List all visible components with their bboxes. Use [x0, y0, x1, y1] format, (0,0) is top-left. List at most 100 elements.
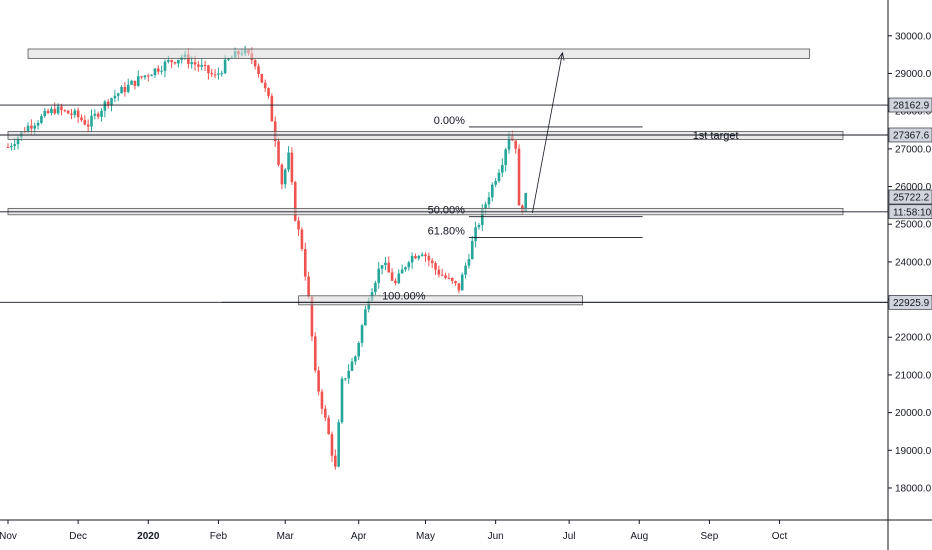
candle-body: [497, 172, 501, 182]
x-tick-label: Aug: [630, 531, 648, 542]
candle-body: [457, 283, 461, 291]
candle-body: [163, 61, 167, 71]
price-badge-bg: [888, 97, 932, 113]
candle-body: [50, 108, 53, 114]
candle-body: [126, 84, 130, 92]
candle-body: [200, 65, 204, 67]
x-tick-label: Dec: [69, 531, 87, 542]
candle-body: [437, 269, 441, 275]
candle-body: [207, 65, 210, 74]
candle-body: [43, 110, 47, 117]
candle-body: [217, 73, 220, 75]
candle-body: [270, 95, 274, 122]
candle-body: [390, 272, 394, 281]
y-tick-label: 21000.0: [895, 370, 932, 381]
candle-body: [283, 169, 287, 185]
x-tick-label: Apr: [351, 531, 367, 542]
candle-body: [46, 110, 50, 114]
y-tick-label: 24000.0: [895, 257, 932, 268]
candle-body: [177, 59, 180, 64]
projection-arrow-head: [557, 51, 565, 61]
candle-body: [143, 75, 147, 78]
fib-label: 50.00%: [428, 205, 466, 217]
price-badge-bg: [888, 295, 932, 310]
candle-body: [210, 73, 214, 75]
candle-body: [173, 62, 177, 64]
price-badge-bg: [888, 189, 932, 205]
candle-body: [430, 260, 434, 264]
candle-body: [287, 152, 290, 170]
candle-body: [364, 309, 367, 326]
projection-arrow-line: [531, 52, 563, 213]
candle-body: [474, 227, 477, 242]
candle-body: [90, 115, 93, 127]
y-tick-label: 27000.0: [895, 144, 932, 155]
candle-body: [303, 249, 307, 277]
candle-body: [220, 73, 224, 75]
candle-body: [340, 378, 344, 423]
candle-body: [424, 254, 427, 257]
candle-body: [30, 125, 33, 129]
candle-body: [427, 256, 431, 261]
candle-body: [347, 370, 350, 379]
x-tick-label: Oct: [772, 531, 788, 542]
candle-body: [73, 110, 77, 115]
y-tick-label: 26000.0: [895, 182, 932, 193]
candle-body: [484, 204, 487, 209]
zone-0: [27, 48, 810, 59]
candle-body: [123, 86, 127, 92]
candle-body: [110, 98, 113, 105]
candle-body: [70, 113, 73, 115]
candle-body: [470, 241, 474, 260]
zone-1: [7, 131, 844, 140]
candle-body: [167, 60, 170, 62]
x-tick-label: Jun: [488, 531, 504, 542]
candle-body: [203, 65, 207, 67]
x-tick-label: 2020: [137, 531, 160, 542]
candle-body: [494, 181, 497, 185]
candle-body: [394, 280, 397, 284]
time-badge-text: 11:58:10: [893, 207, 932, 218]
candle-body: [317, 370, 320, 392]
candle-body: [344, 378, 347, 380]
candle-body: [116, 93, 120, 96]
candle-body: [330, 434, 334, 456]
candle-body: [327, 417, 330, 435]
candle-body: [297, 220, 300, 230]
candle-body: [263, 82, 267, 89]
candle-body: [454, 281, 457, 284]
candle-body: [26, 125, 30, 133]
candle-body: [16, 137, 20, 145]
candle-body: [320, 391, 324, 409]
candle-body: [113, 95, 117, 99]
candle-body: [504, 149, 507, 166]
candle-body: [387, 262, 391, 273]
candle-body: [197, 64, 200, 67]
candle-body: [407, 262, 411, 268]
candle-body: [310, 296, 314, 337]
candle-body: [487, 197, 491, 205]
candle-body: [524, 192, 527, 212]
candle-body: [447, 277, 451, 279]
candle-body: [33, 125, 37, 129]
candle-body: [103, 101, 107, 111]
y-tick-label: 30000.0: [895, 31, 932, 42]
candle-body: [187, 54, 190, 65]
candle-body: [76, 110, 80, 118]
price-badge-text: 22925.9: [893, 298, 930, 309]
candle-body: [354, 356, 357, 362]
candle-body: [460, 274, 464, 291]
candle-body: [440, 274, 444, 276]
y-axis-bg: [888, 0, 932, 550]
candle-body: [514, 140, 517, 149]
candle-body: [410, 255, 414, 263]
candle-body: [277, 141, 280, 165]
y-tick-label: 25000.0: [895, 220, 932, 231]
y-tick-label: 22000.0: [895, 333, 932, 344]
candle-body: [397, 273, 401, 284]
candle-body: [86, 124, 90, 127]
y-tick-label: 18000.0: [895, 483, 932, 494]
candle-body: [307, 276, 310, 297]
